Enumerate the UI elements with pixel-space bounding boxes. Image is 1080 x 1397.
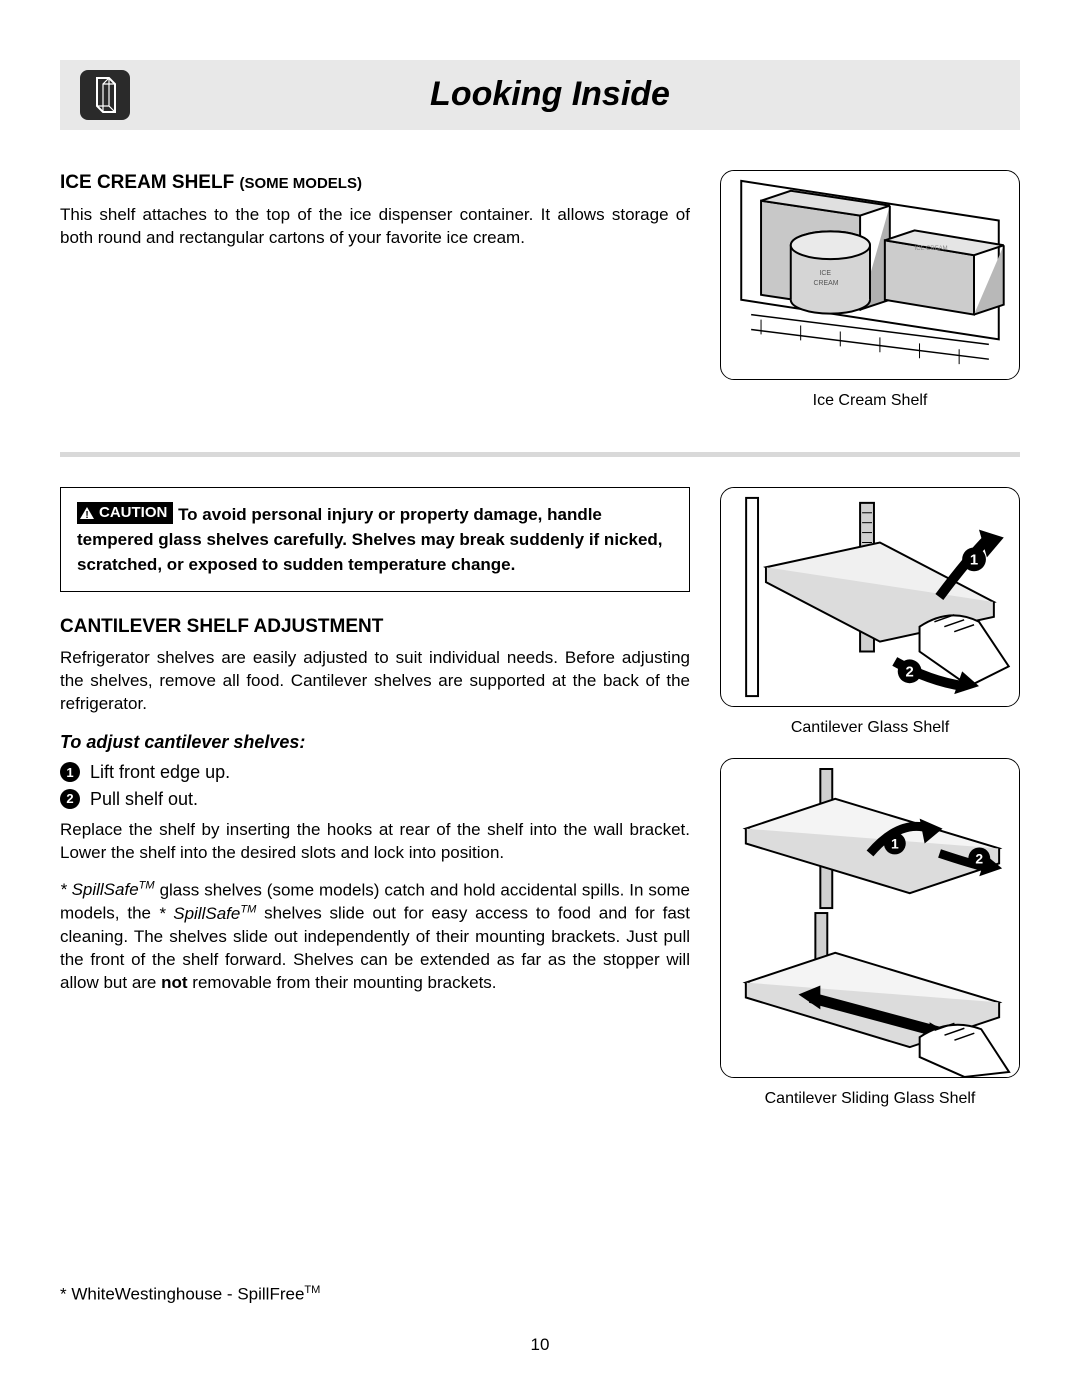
caution-label-text: CAUTION xyxy=(99,503,167,523)
svg-text:2: 2 xyxy=(906,664,914,680)
section-ice-cream: ICE CREAM SHELF (SOME MODELS) This shelf… xyxy=(60,170,1020,412)
spill-tm2: TM xyxy=(240,903,256,915)
ice-cream-heading-sub: (SOME MODELS) xyxy=(239,175,362,192)
spill-tm1: TM xyxy=(139,880,155,892)
ice-cream-body: This shelf attaches to the top of the ic… xyxy=(60,204,690,250)
section-cantilever: ! CAUTION To avoid personal injury or pr… xyxy=(60,487,1020,1110)
ice-cream-caption: Ice Cream Shelf xyxy=(720,390,1020,412)
warning-icon: ! xyxy=(79,506,95,520)
svg-text:1: 1 xyxy=(891,836,899,852)
cantilever-body1: Refrigerator shelves are easily adjusted… xyxy=(60,647,690,716)
caution-text: ! CAUTION To avoid personal injury or pr… xyxy=(77,505,663,574)
footnote: * WhiteWestinghouse - SpillFreeTM xyxy=(60,1283,320,1307)
ice-cream-figure: ICE CREAM ICE CREAM xyxy=(720,170,1020,380)
svg-text:CREAM: CREAM xyxy=(814,280,839,287)
cantilever-glass-caption: Cantilever Glass Shelf xyxy=(720,717,1020,739)
spill-post4: removable from their mounting brackets. xyxy=(188,973,497,992)
cantilever-glass-figure: 1 2 xyxy=(720,487,1020,707)
caution-box: ! CAUTION To avoid personal injury or pr… xyxy=(60,487,690,592)
ice-cream-heading-main: ICE CREAM SHELF xyxy=(60,172,234,193)
cantilever-sliding-caption: Cantilever Sliding Glass Shelf xyxy=(720,1088,1020,1110)
step-text-1: Lift front edge up. xyxy=(90,760,230,784)
caution-label: ! CAUTION xyxy=(77,502,173,524)
spill-pre: * SpillSafe xyxy=(60,880,139,899)
spill-pre2: * SpillSafe xyxy=(159,904,241,923)
cantilever-sliding-figure: 1 2 xyxy=(720,758,1020,1078)
footnote-pre: * WhiteWestinghouse - SpillFree xyxy=(60,1285,304,1304)
step-number-1: 1 xyxy=(60,762,80,782)
svg-text:!: ! xyxy=(85,510,88,520)
step-1: 1 Lift front edge up. xyxy=(60,760,690,784)
step-number-2: 2 xyxy=(60,789,80,809)
cantilever-heading: CANTILEVER SHELF ADJUSTMENT xyxy=(60,614,690,640)
footnote-tm: TM xyxy=(304,1284,320,1296)
spillsafe-paragraph: * SpillSafeTM glass shelves (some models… xyxy=(60,879,690,995)
svg-text:1: 1 xyxy=(970,552,978,568)
svg-text:2: 2 xyxy=(975,851,983,867)
svg-text:ICE CREAM: ICE CREAM xyxy=(915,246,948,252)
ice-cream-heading: ICE CREAM SHELF (SOME MODELS) xyxy=(60,170,690,196)
spill-bold: not xyxy=(161,973,187,992)
section-divider xyxy=(60,452,1020,457)
header-bar: Looking Inside xyxy=(60,60,1020,130)
cantilever-body2: Replace the shelf by inserting the hooks… xyxy=(60,819,690,865)
section-icon xyxy=(80,70,130,120)
page-number: 10 xyxy=(0,1334,1080,1357)
page-title: Looking Inside xyxy=(160,72,1020,118)
step-text-2: Pull shelf out. xyxy=(90,787,198,811)
cantilever-subheading: To adjust cantilever shelves: xyxy=(60,730,690,754)
step-2: 2 Pull shelf out. xyxy=(60,787,690,811)
fridge-icon xyxy=(91,76,119,114)
svg-text:ICE: ICE xyxy=(819,270,831,277)
